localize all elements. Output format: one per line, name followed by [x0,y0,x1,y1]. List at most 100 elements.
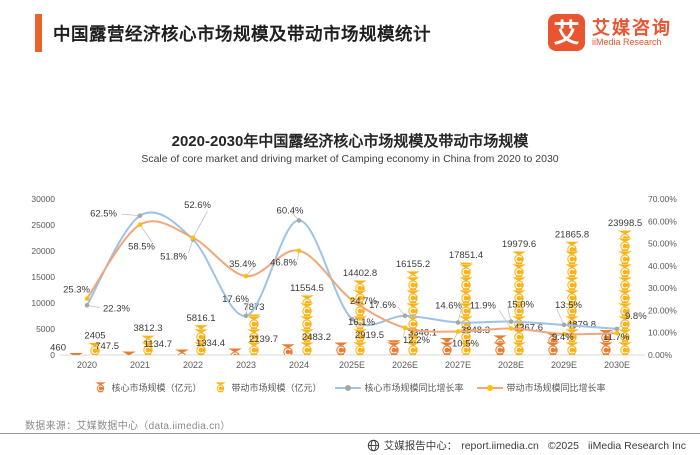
driving-growth-line-marker [296,248,302,254]
legend-item[interactable]: 带动市场规模（亿元） [214,381,322,394]
header: 中国露营经济核心市场规模及带动市场规模统计 艾 艾媒咨询 iiMedia Res… [35,14,672,52]
legend-item[interactable]: 核心市场规模（亿元） [94,381,201,394]
left-axis-tick: 30000 [31,194,55,204]
left-axis-tick: 5000 [36,324,55,334]
logo-name-en: iiMedia Research [592,37,662,48]
core-bar-stack [333,342,349,355]
core-growth-line-marker [455,320,461,325]
driving-bar-value: 5816.1 [186,313,215,324]
combo-chart: 0 5000 10000 15000 20000 25000 30000 0.00% 10.00… [31,194,677,370]
footer-divider [0,433,700,434]
driving-growth-line-marker [349,297,355,303]
core-growth-line-label: 14.6% [435,300,462,311]
core-growth-line-marker [508,319,514,324]
left-axis-tick: 0 [50,350,55,360]
core-growth-line-label: 11.7% [603,332,630,343]
driving-bar-value: 14402.8 [343,268,377,279]
core-growth-line-marker [349,316,355,322]
driving-bar-value: 19979.6 [502,239,536,250]
x-axis-label: 2029E [551,360,577,370]
chart-legend: 核心市场规模（亿元） 带动市场规模（亿元） 核心市场规模同比增长率 带动市场规模同比增… [0,381,700,394]
driving-bar-value: 17851.4 [449,250,483,261]
core-bar-value: 2483.2 [302,332,331,343]
core-bar-value: 3346.1 [408,328,437,339]
core-growth-line-label: 16.1% [348,317,375,328]
x-axis-label: 2025E [339,360,365,370]
core-growth-line-marker [296,218,302,223]
x-axis-label: 2021 [130,360,150,370]
data-source-note: 数据来源：艾媒数据中心（data.iimedia.cn） [25,421,231,432]
driving-growth-line-marker [614,330,620,336]
right-axis-tick: 70.00% [648,194,677,204]
report-center-url[interactable]: report.iimedia.cn [461,439,539,452]
driving-growth-line-label: 11.9% [470,300,497,311]
scale-icon [95,382,107,393]
driving-bar-value: 11554.5 [290,283,324,294]
x-axis-label: 2026E [392,360,418,370]
logo-name-cn: 艾媒咨询 [592,17,672,38]
right-axis-tick: 60.00% [648,216,677,226]
core-growth-line-marker [402,313,408,319]
right-axis-tick: 0.00% [648,350,673,360]
iimedia-logo-icon: 艾 [548,14,585,51]
core-growth-line-label: 15.0% [507,300,534,311]
globe-icon [367,439,379,452]
company-name: iiMedia Research Inc [587,439,686,452]
line-marker-icon [476,384,503,391]
legend-item[interactable]: 核心市场规模同比增长率 [334,381,464,394]
x-axis-label: 2030E [604,360,630,370]
x-axis-label: 2027E [445,360,471,370]
core-bar-value: 4367.6 [514,322,543,333]
right-axis-tick: 30.00% [648,283,677,293]
legend-item[interactable]: 带动市场规模同比增长率 [476,381,606,394]
x-axis-label: 2023 [236,360,256,370]
driving-bar-value: 3812.3 [133,323,162,334]
driving-growth-line-marker [508,326,514,331]
left-axis-tick: 10000 [31,298,55,308]
x-axis-label: 2020 [77,360,97,370]
core-growth-line-label: 62.5% [90,209,117,220]
driving-growth-line-marker [455,329,461,334]
driving-growth-line-marker [190,235,196,241]
driving-growth-line: 25.3% 58.5% 52.6% 35.4% 46.8% 24.7% 12.2% 10.5%… [63,200,647,350]
legend-label: 带动市场规模（亿元） [231,383,322,393]
driving-growth-line-marker [402,325,408,331]
core-growth-line-label: 17.6% [222,294,249,305]
core-bar-stack [492,334,508,356]
x-axis-label: 2028E [498,360,524,370]
core-growth-line-label: 17.6% [369,300,396,311]
core-bar-value: 2139.7 [249,334,278,345]
driving-bar-stack [299,294,315,356]
title-accent-bar [35,14,42,52]
left-axis-tick: 15000 [31,272,55,282]
driving-growth-line-label: 52.6% [184,200,211,211]
footer-report-info: 艾媒报告中心： report.iimedia.cn ©2025 iiMedia R… [367,438,686,453]
x-axis-label: 2024 [289,360,309,370]
legend-label: 核心市场规模同比增长率 [364,383,464,393]
left-axis-tick: 25000 [31,220,55,230]
driving-growth-line-marker [561,331,567,337]
page-title: 中国露营经济核心市场规模及带动市场规模统计 [53,23,431,44]
core-bar-value: 1134.7 [144,339,172,350]
core-growth-line: 22.3% 62.5% 51.8% 17.6% 60.4% 16.1% 17.6% 14.6%… [84,205,630,343]
driving-growth-line-label: 24.7% [350,296,377,307]
core-growth-line-label: 51.8% [160,252,187,263]
chart-subtitle: Scale of core market and driving market … [141,153,559,165]
scale-icon [215,382,227,393]
iimedia-logo: 艾 艾媒咨询 iiMedia Research [548,14,672,51]
right-axis-tick: 50.00% [648,239,677,249]
right-axis-tick: 10.00% [648,328,677,338]
copyright: ©2025 [547,439,579,452]
report-center-label: 艾媒报告中心： [383,440,458,452]
driving-bar-value: 16155.2 [396,259,430,270]
driving-growth-line-marker [84,296,90,301]
core-bar-stack [386,339,402,356]
core-bar-value: 2919.5 [355,330,384,341]
driving-growth-line-label: 35.4% [229,259,256,270]
right-axis-tick: 20.00% [648,305,677,315]
driving-growth-line-label: 58.5% [128,242,155,253]
chart-title: 2020-2030年中国露经济核心市场规模及带动市场规模 [171,133,529,150]
core-growth-line-label: 60.4% [277,205,304,216]
driving-growth-line-label: 10.5% [452,339,479,350]
left-axis-tick: 20000 [31,246,55,256]
